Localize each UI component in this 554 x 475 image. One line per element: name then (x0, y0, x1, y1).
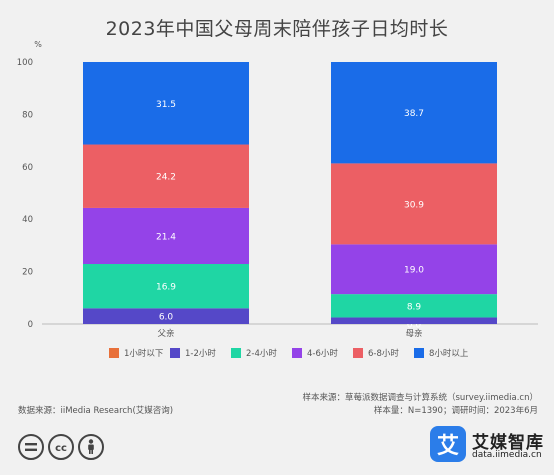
legend-label: 6-8小时 (368, 348, 399, 359)
brand-url: data.iimedia.cn (472, 450, 542, 460)
data-label: 6.0 (159, 313, 174, 323)
data-source: 数据来源：iiMedia Research(艾媒咨询) (18, 406, 174, 416)
y-tick-label: 0 (28, 320, 33, 330)
data-label: 0.0 (407, 321, 422, 331)
bar-segment (83, 207, 249, 265)
data-label: 8.9 (407, 302, 422, 312)
equal-icon (18, 434, 44, 460)
license-icons: cc (18, 434, 104, 460)
sample-info: 样本量：N=1390；调研时间：2023年6月 (373, 406, 538, 416)
bar-segment (83, 264, 249, 309)
data-label: 38.7 (404, 109, 424, 119)
chart-title: 2023年中国父母周末陪伴孩子日均时长 (105, 18, 449, 40)
y-axis-unit: % (34, 40, 42, 49)
y-tick-label: 80 (22, 110, 33, 120)
bar-segment (331, 163, 497, 245)
legend-swatch (109, 348, 119, 358)
y-tick-label: 100 (17, 58, 33, 68)
legend-label: 8小时以上 (429, 348, 469, 359)
y-tick-label: 60 (22, 163, 33, 173)
bar-segment (331, 244, 497, 295)
legend-label: 1-2小时 (185, 348, 216, 359)
legend-swatch (292, 348, 302, 358)
legend-label: 4-6小时 (307, 348, 338, 359)
bar-segment (331, 317, 497, 324)
data-label: 24.2 (156, 173, 176, 183)
legend-swatch (353, 348, 363, 358)
brand-logo-icon: 艾 (430, 426, 466, 462)
legend-swatch (170, 348, 180, 358)
x-tick-label: 父亲 (157, 328, 174, 339)
y-tick-label: 40 (22, 215, 33, 225)
bar-segment (83, 144, 249, 208)
data-label: 21.4 (156, 232, 176, 242)
x-tick-label: 母亲 (405, 328, 422, 339)
legend-label: 2-4小时 (246, 348, 277, 359)
data-label: 30.9 (404, 200, 424, 210)
bar-segment (331, 294, 497, 318)
legend-swatch (231, 348, 241, 358)
data-label: 19.0 (404, 266, 424, 276)
cc-icon: cc (48, 434, 74, 460)
brand-block: 艾 艾媒智库 data.iimedia.cn (430, 426, 548, 468)
bar-segment (83, 62, 249, 145)
sample-source: 样本来源：草莓派数据调查与计算系统（survey.iimedia.cn） (302, 393, 538, 403)
legend-label: 1小时以下 (124, 348, 164, 359)
bar-segment (331, 62, 497, 164)
y-tick-label: 20 (22, 268, 33, 278)
legend-swatch (414, 348, 424, 358)
person-icon (78, 434, 104, 460)
svg-text:cc: cc (55, 443, 67, 452)
brand-name: 艾媒智库 (472, 433, 544, 453)
data-label: 31.5 (156, 100, 176, 110)
bar-segment (83, 308, 249, 324)
data-label: 16.9 (156, 283, 176, 293)
